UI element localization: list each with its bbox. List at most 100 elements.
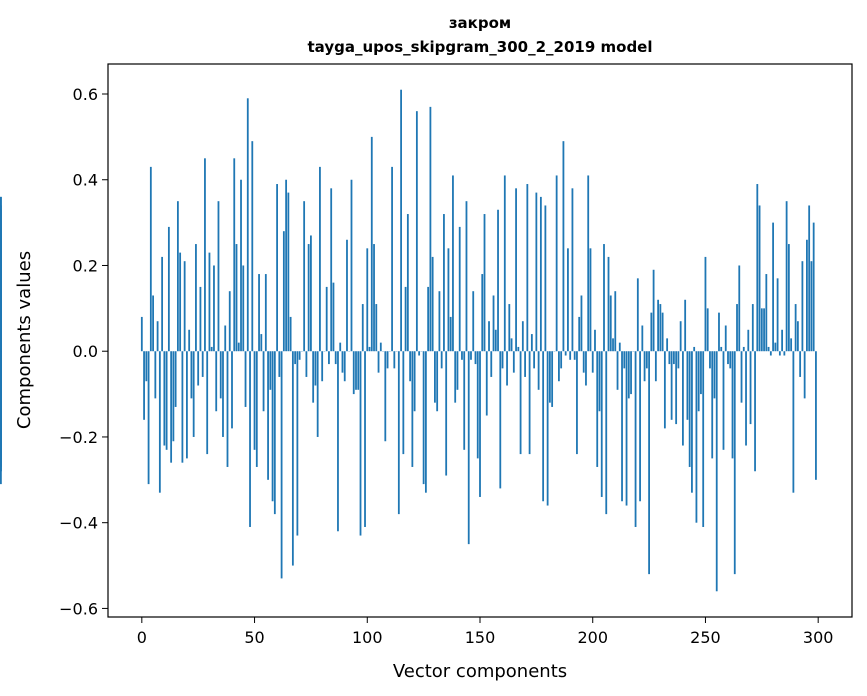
- bar: [391, 166, 393, 352]
- bar: [758, 205, 761, 352]
- bar: [443, 214, 445, 352]
- x-tick-label: 300: [803, 628, 834, 647]
- bar: [654, 351, 657, 382]
- bar: [503, 175, 506, 352]
- bar: [774, 342, 777, 352]
- bar: [197, 351, 200, 386]
- bar: [720, 346, 723, 352]
- bar: [233, 158, 236, 352]
- bar: [393, 351, 396, 369]
- bar: [434, 351, 436, 403]
- x-tick-label: 50: [244, 628, 264, 647]
- bar: [474, 351, 477, 365]
- bar: [580, 295, 583, 352]
- bar: [787, 244, 790, 352]
- bar: [801, 261, 804, 352]
- bar: [815, 351, 817, 480]
- bar: [352, 351, 355, 395]
- bar: [456, 351, 459, 390]
- bar: [255, 351, 258, 467]
- bar: [158, 351, 161, 493]
- bar: [222, 351, 224, 437]
- bar: [152, 295, 154, 352]
- bar: [634, 351, 637, 527]
- bar: [413, 351, 416, 412]
- bar: [576, 351, 578, 455]
- bar: [548, 351, 551, 403]
- bar: [605, 351, 608, 515]
- bar: [424, 351, 427, 493]
- bar: [790, 338, 793, 352]
- bar: [461, 351, 463, 360]
- bar: [147, 351, 150, 485]
- bar: [657, 299, 660, 352]
- bar: [264, 274, 267, 352]
- bar: [149, 166, 152, 352]
- bar: [449, 316, 452, 352]
- bar: [289, 316, 292, 352]
- bar: [400, 89, 402, 352]
- bar: [551, 351, 554, 407]
- bar: [206, 351, 209, 455]
- bar: [188, 329, 191, 352]
- bar: [485, 351, 488, 416]
- bar: [603, 244, 605, 352]
- bar: [643, 351, 646, 382]
- bar: [341, 351, 344, 373]
- bar: [476, 351, 479, 459]
- bar: [379, 342, 382, 352]
- bar: [467, 351, 470, 545]
- x-tick-label: 200: [577, 628, 608, 647]
- bar: [355, 351, 357, 390]
- bar: [481, 274, 484, 352]
- bar: [215, 351, 218, 412]
- bar: [298, 351, 301, 360]
- bar: [244, 351, 247, 407]
- bar: [808, 205, 811, 352]
- bar: [361, 304, 364, 352]
- bar: [526, 184, 529, 352]
- bar: [280, 351, 283, 579]
- bar: [754, 351, 756, 472]
- bar: [332, 282, 335, 352]
- bar: [285, 179, 288, 352]
- bar: [609, 295, 612, 352]
- bar: [806, 239, 808, 352]
- bar: [499, 351, 502, 489]
- bar: [555, 175, 558, 352]
- bar: [271, 351, 274, 502]
- bar: [404, 286, 407, 352]
- y-axis-label: Components values: [14, 251, 35, 429]
- bar: [564, 351, 567, 356]
- bar: [386, 351, 389, 369]
- bar: [199, 286, 202, 352]
- bar: [224, 325, 227, 352]
- bar: [165, 351, 168, 450]
- bar: [521, 321, 524, 352]
- bar: [670, 351, 673, 420]
- bar: [569, 351, 572, 360]
- bar: [384, 351, 387, 442]
- bar: [346, 239, 348, 352]
- bar: [260, 334, 263, 352]
- x-tick-label: 150: [465, 628, 496, 647]
- bar: [436, 351, 439, 412]
- bar: [195, 244, 197, 352]
- bar: [713, 351, 716, 399]
- bar: [711, 351, 714, 459]
- bar: [776, 278, 779, 352]
- plot-frame: [107, 63, 853, 618]
- bar: [607, 256, 610, 352]
- bar: [287, 192, 290, 352]
- bar: [465, 201, 468, 352]
- bar: [765, 274, 768, 352]
- bar: [618, 342, 621, 352]
- bar: [812, 222, 815, 352]
- bar: [506, 351, 508, 386]
- bar: [294, 351, 297, 365]
- bar: [278, 351, 281, 377]
- bar: [508, 304, 511, 352]
- bar: [291, 351, 294, 566]
- bar: [440, 351, 443, 369]
- bar: [213, 265, 215, 352]
